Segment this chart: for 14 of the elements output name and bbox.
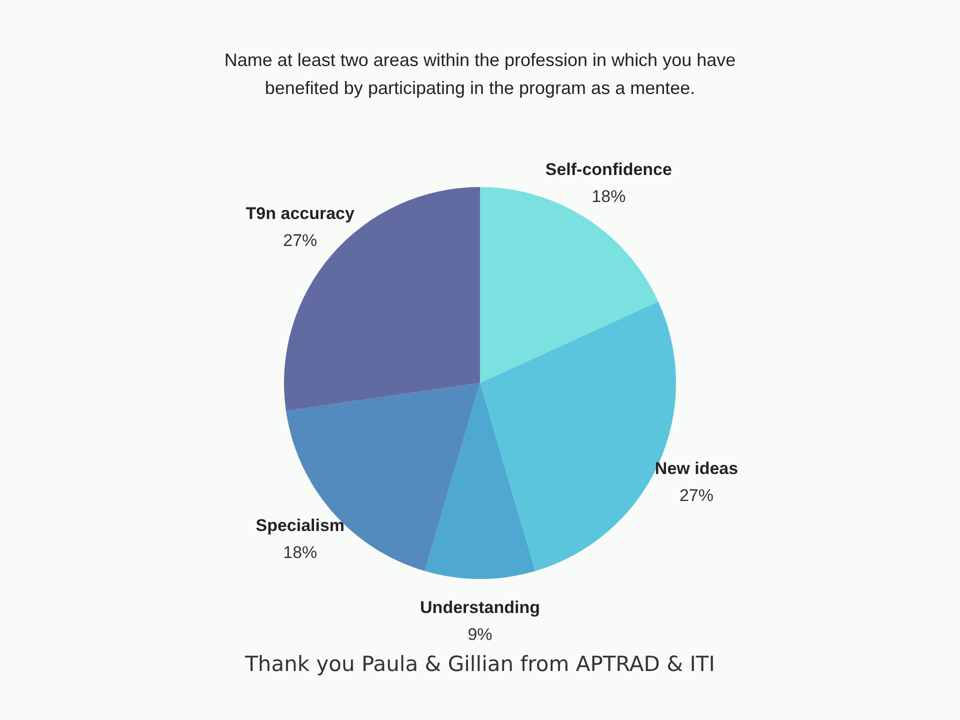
slice-label: Understanding	[420, 598, 540, 617]
text: Thank you Paula & Gillian from APTRAD & ITI	[244, 652, 716, 676]
pie-slice	[424, 383, 536, 579]
data-label: 18%	[283, 542, 318, 562]
slice-label: Self-confidence	[545, 160, 672, 179]
slice-label: T9n accuracy	[246, 204, 356, 224]
chart-title: Name at least two areas within the profession in which you have benefited by participating in the program as a mentee.	[223, 49, 737, 100]
data-label: 18%	[592, 186, 626, 206]
pie-slice	[480, 187, 658, 383]
data-label: 27%	[679, 486, 714, 505]
data-label: 9%	[468, 625, 492, 644]
slice-label: New ideas	[654, 458, 738, 478]
slice-label: Specialism	[256, 516, 345, 535]
data-label: 27%	[283, 231, 318, 250]
